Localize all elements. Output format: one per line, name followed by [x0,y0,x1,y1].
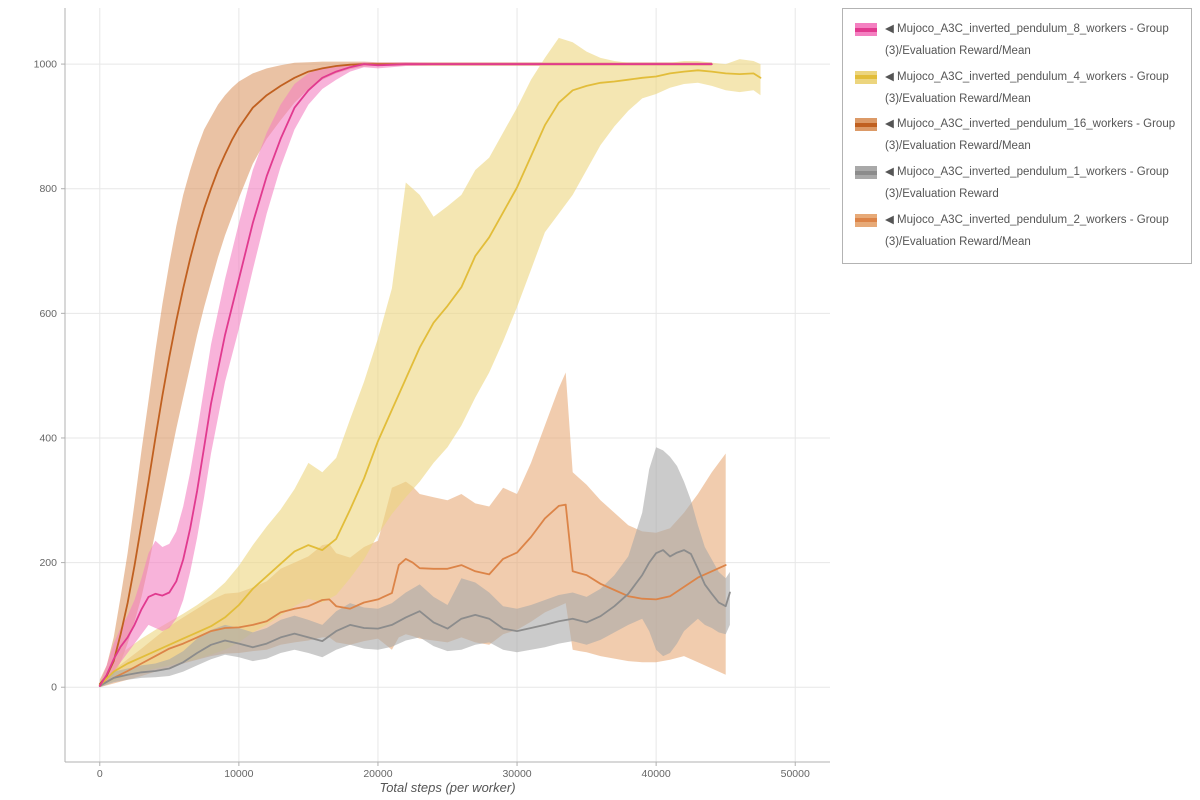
legend-swatch [855,118,877,132]
legend-swatch [855,166,877,180]
legend-item-label: ◀ Mujoco_A3C_inverted_pendulum_1_workers… [885,166,1169,200]
legend-item-label: ◀ Mujoco_A3C_inverted_pendulum_4_workers… [885,70,1169,105]
y-tick-label: 200 [39,557,57,569]
chart-canvas: 0 10000 20000 30000 40000 50000 0 200 400 600 800 1… [34,8,830,780]
series-line-1 [98,69,762,687]
legend-item[interactable]: ◀ Mujoco_A3C_inverted_pendulum_2_workers… [855,210,1179,254]
legend-item[interactable]: ◀ Mujoco_A3C_inverted_pendulum_1_workers… [855,162,1179,206]
x-tick-label: 10000 [224,768,253,780]
legend: ◀ Mujoco_A3C_inverted_pendulum_8_workers… [842,8,1192,265]
x-tick-label: 40000 [642,768,671,780]
series-line-4 [98,503,727,687]
x-tick-label: 50000 [781,768,810,780]
y-tick-label: 600 [39,308,57,320]
legend-swatch-line [855,75,877,80]
series-band-3 [99,447,730,688]
legend-item[interactable]: ◀ Mujoco_A3C_inverted_pendulum_8_workers… [855,19,1179,63]
legend-swatch-line [855,27,877,32]
series-line-3 [98,549,731,687]
y-tick-label: 0 [51,682,57,694]
legend-item[interactable]: ◀ Mujoco_A3C_inverted_pendulum_16_worker… [855,114,1179,158]
y-tick-label: 400 [39,432,57,444]
legend-swatch-line [855,170,877,175]
legend-swatch [855,213,877,227]
series-line-0 [98,63,713,687]
series-band-0 [99,62,712,688]
legend-item[interactable]: ◀ Mujoco_A3C_inverted_pendulum_4_workers… [855,67,1179,111]
x-axis-label: Total steps (per worker) [379,780,516,795]
legend-item-label: ◀ Mujoco_A3C_inverted_pendulum_2_workers… [885,213,1169,248]
legend-swatch-line [855,122,877,127]
x-tick-label: 20000 [363,768,392,780]
legend-swatch [855,23,877,36]
legend-item-label: ◀ Mujoco_A3C_inverted_pendulum_16_worker… [885,118,1176,153]
series-band-1 [99,37,761,688]
legend-item-label: ◀ Mujoco_A3C_inverted_pendulum_8_workers… [885,23,1169,57]
y-tick-label: 800 [39,183,57,195]
x-tick-label: 30000 [502,768,531,780]
legend-swatch-line [855,218,877,223]
x-tick-label: 0 [97,768,103,780]
legend-swatch [855,70,877,84]
y-tick-label: 1000 [34,59,58,71]
